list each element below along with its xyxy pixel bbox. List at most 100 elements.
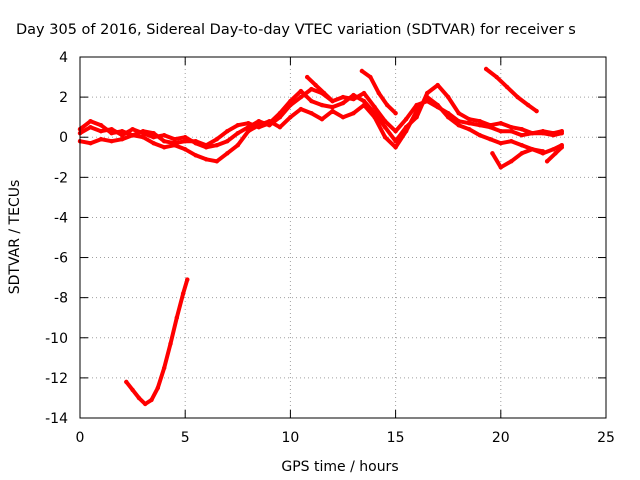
data-point [204,143,209,148]
data-point [305,74,310,80]
data-point [488,137,493,142]
data-point [361,98,367,104]
data-point [359,68,365,74]
data-point [168,341,173,346]
data-point [88,119,93,124]
data-point [519,151,524,156]
data-point [515,94,520,100]
data-point [393,145,398,150]
data-point [204,157,209,162]
data-point [467,117,472,122]
data-point [519,143,524,148]
data-point [109,139,114,144]
y-tick-label: 0 [59,130,68,146]
data-point [376,90,381,96]
data-point [559,145,564,150]
y-tick-label: 4 [59,50,68,66]
series-trace [305,75,335,104]
data-point [140,129,146,134]
data-point [193,139,198,144]
data-point [403,125,409,130]
data-point [98,129,104,134]
data-point [477,133,482,138]
y-tick-label: -4 [54,210,68,226]
data-point [559,129,564,134]
data-point [130,133,135,138]
data-point [393,111,398,116]
y-axis-label: SDTVAR / TECUs [7,180,23,295]
data-point [246,121,251,126]
data-point [193,153,198,158]
data-point [498,141,503,146]
data-point [382,119,388,124]
data-point [553,151,558,156]
data-point [351,92,356,98]
data-point [313,82,318,88]
data-point [180,291,186,296]
data-point [330,98,335,104]
data-point [530,131,535,136]
data-point [330,108,335,114]
data-point [351,111,356,116]
data-point [385,102,390,108]
data-point [225,129,230,134]
data-point [340,94,346,100]
y-tick-label: -8 [54,291,68,307]
data-point [136,395,142,401]
data-point [225,139,230,144]
data-point [88,141,93,146]
data-point [540,149,546,154]
data-point [393,129,398,134]
data-point [183,147,188,152]
data-point [149,397,154,403]
data-point [88,125,93,130]
y-tick-label: -2 [54,170,68,186]
data-point [446,94,451,100]
data-point [185,277,190,282]
data-point [540,129,546,134]
data-point [235,143,240,148]
data-point [498,165,503,170]
data-point [425,90,430,96]
chart-title: Day 305 of 2016, Sidereal Day-to-day VTE… [16,22,576,38]
data-point [403,117,409,122]
data-point [319,102,325,108]
data-point [544,159,550,164]
data-point [498,129,503,134]
data-point [361,90,367,96]
data-point [98,123,104,128]
data-marks [77,66,564,407]
data-point [172,141,177,146]
data-point [372,104,377,110]
data-point [372,111,377,116]
data-point [162,365,167,371]
y-tick-label: -12 [45,371,68,387]
data-point [340,115,346,120]
data-point [477,119,482,124]
data-point [414,102,419,108]
data-point [288,115,293,120]
data-point [382,125,388,130]
data-point [119,133,125,138]
x-tick-label: 0 [76,430,85,446]
data-point [151,131,156,136]
data-point [435,82,440,88]
data-point [414,115,419,120]
y-tick-label: -14 [45,411,68,427]
data-point [124,379,129,385]
data-point [130,387,135,393]
data-point [155,385,160,391]
data-point [509,139,514,144]
data-point [504,84,510,90]
data-point [109,131,114,136]
data-point [494,74,499,80]
data-point [382,135,388,140]
data-point [288,98,293,104]
data-point [477,123,482,128]
data-point [277,111,283,116]
y-tick-label: -6 [54,251,68,267]
data-point [435,102,440,108]
data-point [214,137,219,142]
data-point [309,98,314,104]
